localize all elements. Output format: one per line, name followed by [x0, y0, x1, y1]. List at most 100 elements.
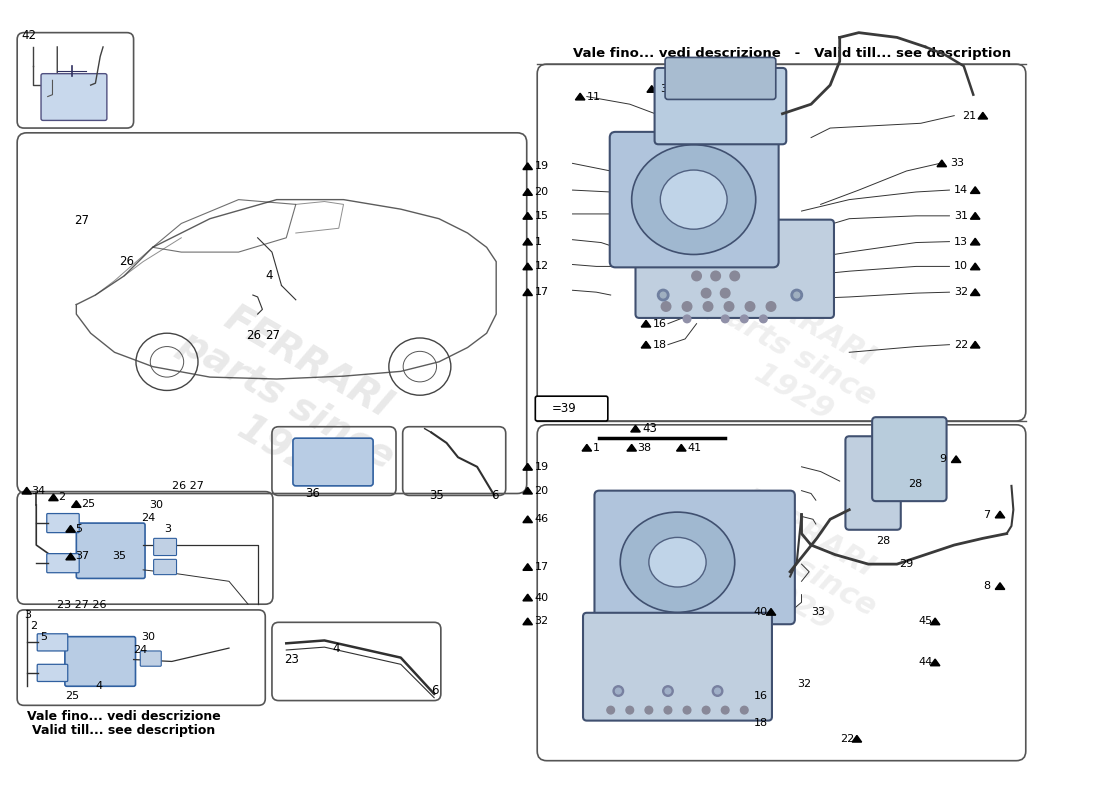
Circle shape — [711, 271, 720, 281]
Polygon shape — [66, 526, 76, 532]
Text: 5: 5 — [76, 524, 82, 534]
Ellipse shape — [631, 145, 756, 254]
Polygon shape — [522, 594, 532, 601]
FancyBboxPatch shape — [636, 220, 834, 318]
Polygon shape — [522, 289, 532, 295]
Polygon shape — [676, 444, 686, 451]
Text: 16: 16 — [652, 318, 667, 329]
Text: 45: 45 — [917, 616, 932, 626]
Text: 37: 37 — [76, 551, 89, 562]
Circle shape — [794, 292, 800, 298]
Text: 25: 25 — [81, 499, 96, 509]
Text: 10: 10 — [954, 262, 968, 271]
Text: FERRARI
parts since
    1929: FERRARI parts since 1929 — [685, 263, 899, 442]
Text: 1: 1 — [535, 237, 541, 246]
Text: 5: 5 — [40, 632, 47, 642]
FancyBboxPatch shape — [37, 664, 68, 682]
Polygon shape — [852, 735, 861, 742]
FancyBboxPatch shape — [666, 58, 776, 99]
Ellipse shape — [660, 170, 727, 229]
Text: 44: 44 — [917, 658, 932, 667]
Text: 32: 32 — [796, 679, 811, 690]
Text: 18: 18 — [754, 718, 768, 727]
Polygon shape — [970, 213, 980, 219]
Text: 30: 30 — [148, 500, 163, 510]
Text: 23: 23 — [285, 653, 299, 666]
Polygon shape — [937, 160, 947, 166]
Polygon shape — [627, 444, 637, 451]
Circle shape — [645, 706, 652, 714]
Text: 22: 22 — [954, 340, 968, 350]
Circle shape — [683, 706, 691, 714]
Polygon shape — [540, 406, 550, 412]
FancyBboxPatch shape — [609, 132, 779, 267]
Text: 6: 6 — [492, 489, 499, 502]
Text: 41: 41 — [688, 442, 701, 453]
Text: 4: 4 — [265, 270, 273, 282]
Text: 38: 38 — [660, 84, 674, 94]
FancyBboxPatch shape — [583, 613, 772, 721]
Polygon shape — [522, 163, 532, 170]
Text: FERRARI
parts since
    1929: FERRARI parts since 1929 — [150, 285, 422, 515]
Text: 20: 20 — [535, 187, 549, 197]
Text: 35: 35 — [112, 551, 126, 562]
Polygon shape — [978, 112, 988, 119]
Text: 17: 17 — [535, 287, 549, 297]
Ellipse shape — [620, 512, 735, 612]
Text: 22: 22 — [839, 734, 854, 744]
Text: 24: 24 — [141, 514, 155, 523]
Text: 19: 19 — [535, 462, 549, 472]
Text: 9: 9 — [939, 454, 946, 464]
Polygon shape — [522, 463, 532, 470]
Polygon shape — [522, 263, 532, 270]
Circle shape — [740, 315, 748, 322]
Text: 26: 26 — [119, 255, 134, 268]
Circle shape — [703, 302, 713, 311]
Ellipse shape — [649, 538, 706, 587]
Text: 15: 15 — [535, 211, 549, 221]
Text: 19: 19 — [535, 162, 549, 171]
Text: 46: 46 — [535, 514, 549, 524]
Circle shape — [745, 302, 755, 311]
Text: 7: 7 — [982, 510, 990, 519]
Polygon shape — [641, 320, 651, 327]
Polygon shape — [522, 564, 532, 570]
Text: Vale fino... vedi descrizione: Vale fino... vedi descrizione — [28, 710, 221, 723]
FancyBboxPatch shape — [154, 538, 176, 555]
Polygon shape — [952, 456, 961, 462]
Text: 28: 28 — [909, 479, 923, 489]
Polygon shape — [970, 289, 980, 295]
Circle shape — [791, 290, 803, 301]
Text: 26 27: 26 27 — [172, 481, 204, 491]
Circle shape — [660, 292, 666, 298]
Text: 8: 8 — [982, 581, 990, 591]
Polygon shape — [522, 487, 532, 494]
FancyBboxPatch shape — [41, 74, 107, 121]
Text: 35: 35 — [429, 489, 444, 502]
Circle shape — [692, 271, 702, 281]
FancyBboxPatch shape — [846, 436, 901, 530]
FancyBboxPatch shape — [37, 634, 68, 651]
Text: 2: 2 — [58, 492, 65, 502]
Circle shape — [683, 315, 691, 322]
FancyBboxPatch shape — [154, 559, 176, 574]
Text: 16: 16 — [754, 691, 768, 701]
Text: FERRARI
parts since
    1929: FERRARI parts since 1929 — [685, 473, 899, 651]
Text: 27: 27 — [75, 214, 89, 227]
Circle shape — [702, 706, 710, 714]
Circle shape — [616, 688, 622, 694]
Text: 4: 4 — [96, 682, 102, 691]
Polygon shape — [48, 494, 58, 501]
FancyBboxPatch shape — [293, 438, 373, 486]
Polygon shape — [630, 426, 640, 432]
FancyBboxPatch shape — [47, 554, 79, 573]
Polygon shape — [970, 186, 980, 194]
Text: Valid till... see description: Valid till... see description — [32, 724, 216, 737]
Polygon shape — [522, 189, 532, 195]
Text: 33: 33 — [950, 158, 965, 168]
Polygon shape — [970, 238, 980, 245]
Polygon shape — [522, 618, 532, 625]
Circle shape — [767, 302, 775, 311]
Text: 17: 17 — [535, 562, 549, 572]
Circle shape — [666, 688, 671, 694]
